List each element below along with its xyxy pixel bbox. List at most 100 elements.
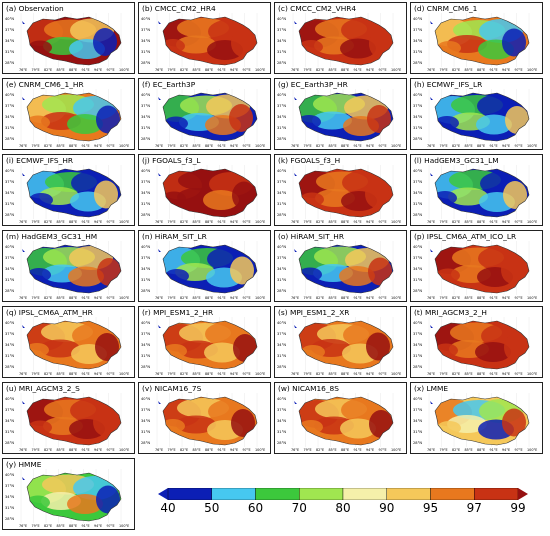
latitude-label: 31°N xyxy=(413,50,423,54)
longitude-label: 91°E xyxy=(217,68,226,72)
colorbar-tick-label: 97 xyxy=(466,501,482,515)
latitude-label: 28°N xyxy=(277,441,287,445)
longitude-label: 97°E xyxy=(378,144,387,148)
marker-icon xyxy=(294,249,297,252)
latitude-label: 31°N xyxy=(5,278,15,282)
longitude-label: 97°E xyxy=(378,296,387,300)
colorbar-segment xyxy=(386,488,431,500)
longitude-label: 85°E xyxy=(56,296,65,300)
map-panel: (f) EC_Earth3P 40°N 37°N 34°N 31°N 28°N 76°E 79… xyxy=(138,78,271,150)
longitude-label: 76°E xyxy=(291,372,300,376)
longitude-label: 94°E xyxy=(366,448,375,452)
panel-title: (r) MPI_ESM1_2_HR xyxy=(142,308,214,317)
longitude-label: 82°E xyxy=(452,144,461,148)
longitude-label: 100°E xyxy=(391,144,402,148)
latitude-label: 34°N xyxy=(413,39,423,43)
longitude-label: 79°E xyxy=(439,144,448,148)
longitude-label: 88°E xyxy=(205,372,214,376)
latitude-label: 40°N xyxy=(141,93,151,97)
field-region xyxy=(369,410,393,438)
latitude-label: 37°N xyxy=(141,408,151,412)
plateau-outline xyxy=(162,168,258,218)
longitude-label: 76°E xyxy=(19,220,28,224)
marker-icon xyxy=(22,249,25,252)
latitude-label: 28°N xyxy=(141,289,151,293)
longitude-label: 94°E xyxy=(230,372,239,376)
longitude-label: 82°E xyxy=(180,372,189,376)
colorbar-tick-label: 40 xyxy=(160,501,176,515)
longitude-label: 97°E xyxy=(378,220,387,224)
map-field xyxy=(20,13,122,67)
latitude-label: 34°N xyxy=(141,419,151,423)
latitude-label: 40°N xyxy=(5,321,15,325)
latitude-label: 37°N xyxy=(5,28,15,32)
longitude-label: 88°E xyxy=(69,372,78,376)
longitude-label: 94°E xyxy=(230,144,239,148)
longitude-label: 91°E xyxy=(217,372,226,376)
field-region xyxy=(300,192,324,207)
latitude-label: 40°N xyxy=(413,321,423,325)
longitude-label: 79°E xyxy=(167,296,176,300)
colorbar-extend-low xyxy=(158,488,168,500)
colorbar-extend-high xyxy=(518,488,528,500)
field-region xyxy=(233,334,257,362)
longitude-label: 82°E xyxy=(180,68,189,72)
latitude-label: 28°N xyxy=(141,365,151,369)
colorbar-tick-label: 70 xyxy=(291,501,307,515)
latitude-label: 40°N xyxy=(5,245,15,249)
longitude-label: 100°E xyxy=(255,372,266,376)
map-panel: (b) CMCC_CM2_HR4 40°N 37°N 34°N 31°N 28°N 76°E… xyxy=(138,2,271,74)
plateau-outline xyxy=(26,396,122,446)
longitude-label: 82°E xyxy=(452,372,461,376)
longitude-label: 82°E xyxy=(44,296,53,300)
latitude-label: 28°N xyxy=(413,213,423,217)
field-region xyxy=(93,408,117,436)
marker-icon xyxy=(158,21,161,24)
longitude-label: 88°E xyxy=(69,68,78,72)
longitude-label: 91°E xyxy=(81,372,90,376)
marker-icon xyxy=(22,401,25,404)
field-region xyxy=(230,256,254,285)
longitude-label: 97°E xyxy=(514,296,523,300)
longitude-label: 91°E xyxy=(217,448,226,452)
marker-icon xyxy=(430,173,433,176)
latitude-label: 31°N xyxy=(5,202,15,206)
latitude-label: 28°N xyxy=(277,289,287,293)
longitude-label: 82°E xyxy=(316,296,325,300)
longitude-label: 94°E xyxy=(94,68,103,72)
map-panel: (o) HiRAM_SIT_HR 40°N 37°N 34°N 31°N 28°N 76°E… xyxy=(274,230,407,302)
longitude-label: 97°E xyxy=(514,372,523,376)
latitude-label: 40°N xyxy=(141,17,151,21)
longitude-label: 76°E xyxy=(155,68,164,72)
panel-title: (k) FGOALS_f3_H xyxy=(278,156,341,165)
longitude-label: 88°E xyxy=(205,296,214,300)
longitude-label: 100°E xyxy=(255,448,266,452)
map-field xyxy=(292,89,394,143)
longitude-label: 97°E xyxy=(106,524,115,528)
latitude-label: 40°N xyxy=(277,169,287,173)
map-field xyxy=(156,393,258,447)
map-field xyxy=(156,13,258,67)
longitude-label: 76°E xyxy=(427,68,436,72)
longitude-label: 79°E xyxy=(303,68,312,72)
colorbar-segment xyxy=(474,488,519,500)
colorbar-tick-label: 50 xyxy=(204,501,220,515)
longitude-label: 85°E xyxy=(464,448,473,452)
colorbar-tick-label: 60 xyxy=(247,501,264,515)
latitude-label: 31°N xyxy=(413,202,423,206)
marker-icon xyxy=(430,97,433,100)
field-region xyxy=(501,256,525,284)
panel-title: (m) HadGEM3_GC31_HM xyxy=(6,232,98,241)
map-field xyxy=(428,13,530,67)
latitude-label: 34°N xyxy=(413,115,423,119)
longitude-label: 100°E xyxy=(391,296,402,300)
latitude-label: 37°N xyxy=(413,408,423,412)
field-region xyxy=(502,28,526,57)
longitude-label: 76°E xyxy=(427,220,436,224)
longitude-label: 91°E xyxy=(489,448,498,452)
field-region xyxy=(176,35,216,54)
field-region xyxy=(340,38,376,59)
panel-title: (y) HMME xyxy=(6,460,42,469)
longitude-label: 88°E xyxy=(477,296,486,300)
panel-title: (i) ECMWF_IFS_HR xyxy=(6,156,74,165)
